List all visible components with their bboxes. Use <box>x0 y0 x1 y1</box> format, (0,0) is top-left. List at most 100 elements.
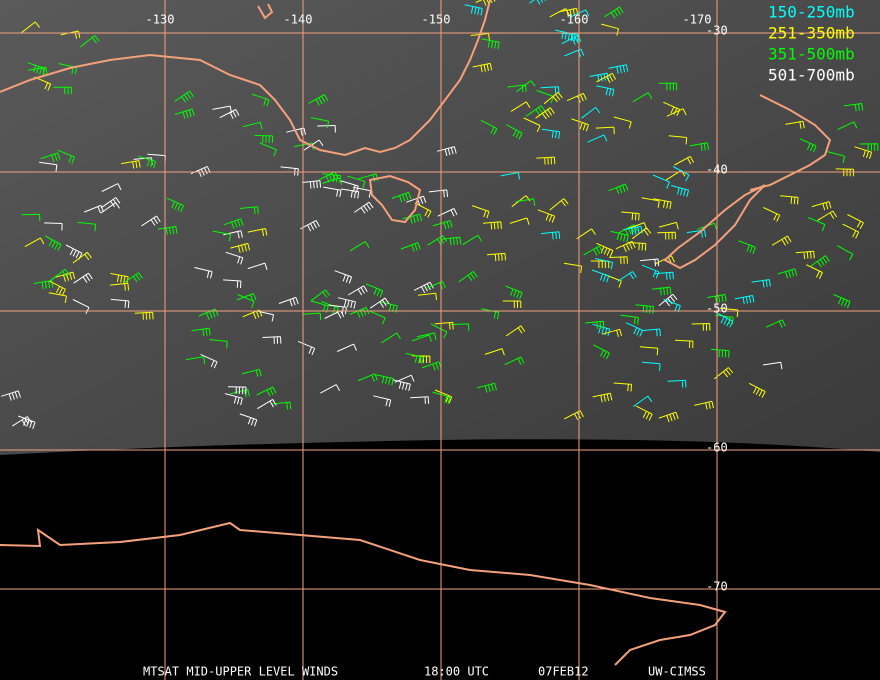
wind-barb <box>141 215 161 227</box>
wind-barb <box>219 109 240 119</box>
wind-barb <box>441 236 462 246</box>
wind-barb <box>166 197 184 213</box>
wind-barb <box>596 242 614 258</box>
wind-barb <box>100 197 121 209</box>
wind-barb <box>373 395 392 407</box>
wind-barb <box>632 92 653 103</box>
wind-barb <box>674 155 695 166</box>
wind-barb <box>641 197 660 208</box>
tasmania <box>368 174 422 224</box>
wind-barb <box>50 268 70 281</box>
wind-barb <box>674 339 694 349</box>
wind-barb <box>691 323 711 331</box>
wind-barb <box>278 296 299 307</box>
wind-barb <box>625 322 644 337</box>
wind-barb <box>375 374 394 386</box>
wind-barb <box>450 323 470 331</box>
wind-barb <box>632 395 653 408</box>
wind-barb <box>39 161 58 172</box>
wind-barb <box>810 255 830 268</box>
wind-barb <box>101 183 122 192</box>
wind-barb <box>77 221 97 232</box>
wind-barb <box>523 117 541 133</box>
latitude-label: -50 <box>706 302 728 316</box>
wind-barb <box>416 332 437 340</box>
wind-barb <box>640 258 660 267</box>
wind-barb <box>354 201 374 214</box>
wind-barb <box>352 186 372 198</box>
longitude-label: -170 <box>683 13 712 27</box>
wind-barb <box>44 222 63 231</box>
wind-barb <box>535 107 555 120</box>
wind-barb <box>658 82 678 91</box>
wind-barb <box>84 204 104 214</box>
antarctica-coast <box>0 521 727 666</box>
legend-entry: 351-500mb <box>768 45 855 64</box>
wind-barb <box>765 319 786 328</box>
wind-barb <box>27 62 46 76</box>
wind-barb <box>541 128 561 139</box>
wind-barb <box>590 260 610 268</box>
wind-barb <box>836 245 854 261</box>
wind-barb <box>392 379 411 392</box>
wind-barb <box>500 172 521 180</box>
wind-barb <box>540 86 560 94</box>
wind-barb <box>242 309 263 320</box>
wind-barb <box>421 361 442 371</box>
wind-barb <box>613 116 632 129</box>
wind-barb <box>337 297 356 309</box>
wind-barb <box>537 209 556 223</box>
wind-barb <box>417 292 437 301</box>
legend-entry: 501-700mb <box>768 66 855 85</box>
new-zealand <box>663 184 766 270</box>
wind-barb <box>322 177 343 185</box>
wind-barb <box>668 135 688 145</box>
satellite-imagery <box>0 0 880 455</box>
wind-barb <box>185 356 206 364</box>
wind-barb <box>301 180 322 189</box>
wind-barb <box>406 195 427 206</box>
wind-barb <box>458 270 478 283</box>
wind-barb <box>24 237 45 248</box>
wind-barb <box>623 225 643 236</box>
wind-barb <box>223 218 244 229</box>
wind-barb <box>560 32 579 42</box>
wind-barb <box>121 160 141 169</box>
wind-barb <box>771 235 792 246</box>
legend-entry: 150-250mb <box>768 3 855 22</box>
wind-barb <box>65 244 83 260</box>
wind-barb <box>780 195 799 205</box>
latitude-label: -60 <box>706 441 728 455</box>
wind-barb <box>247 262 268 270</box>
wind-barb <box>541 231 561 240</box>
wind-barb <box>480 119 498 136</box>
wind-barb <box>481 38 500 50</box>
wind-barb <box>847 214 864 230</box>
wind-barb <box>583 245 604 256</box>
wind-barb <box>40 152 61 162</box>
wind-barb <box>515 198 536 206</box>
wind-barb <box>318 171 339 183</box>
wind-barb <box>641 328 661 337</box>
wind-barb <box>569 9 590 18</box>
wind-barb <box>654 271 674 280</box>
wind-barb <box>174 108 195 119</box>
wind-barb <box>571 118 589 132</box>
wind-barb <box>763 207 781 222</box>
wind-barb <box>835 168 855 177</box>
wind-barb <box>80 35 100 48</box>
wind-barb <box>593 344 610 360</box>
wind-barb <box>209 339 228 349</box>
latitude-label: -70 <box>706 580 728 594</box>
wind-barbs <box>1 0 879 429</box>
longitude-label: -150 <box>422 13 451 27</box>
wind-barb <box>711 348 730 358</box>
wind-barb <box>21 213 41 222</box>
wind-barb <box>190 165 211 178</box>
source: UW-CIMSS <box>648 665 706 679</box>
wind-barb <box>591 269 610 283</box>
wind-barb <box>833 294 851 309</box>
legend-entry: 251-350mb <box>768 24 855 43</box>
wind-barb <box>1 390 21 401</box>
wind-barb <box>391 191 412 203</box>
